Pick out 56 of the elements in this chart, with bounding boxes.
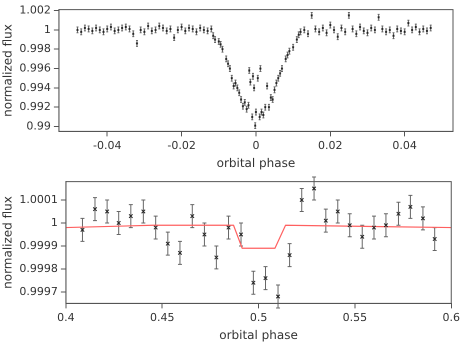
x-axis-title: orbital phase [219,328,298,342]
y-tick-label: 0.9997 [19,284,58,298]
y-tick-label: 0.998 [19,42,51,56]
point [166,241,170,246]
point [178,250,182,256]
x-axis-title: orbital phase [216,156,296,170]
point [347,222,352,228]
point [92,206,98,212]
y-tick-label: 1 [50,216,58,229]
y-tick-label: 0.996 [19,61,51,74]
x-tick-label: 0 [252,138,260,152]
point [432,236,437,242]
point [276,294,280,299]
y-tick-label: 0.99 [26,119,51,132]
y-tick-label: 0.994 [19,80,51,94]
x-tick-label: -0.04 [92,138,122,152]
y-tick-label: 1.0001 [19,192,58,206]
x-tick-label: 0.4 [57,310,75,324]
point [299,198,304,202]
point [153,225,158,230]
x-tick-label: 0.55 [342,310,368,324]
point [408,204,413,210]
y-tick-label: 0.9999 [19,238,58,252]
x-tick-label: -0.02 [167,138,196,152]
x-tick-label: 0.5 [250,310,268,324]
point [384,222,388,228]
point [238,232,244,237]
y-tick-label: 1.002 [19,3,51,16]
y-tick-label: 0.992 [19,100,51,114]
y-axis-title: normalized flux [0,196,14,289]
point [128,214,134,218]
point [372,225,376,230]
x-tick-label: 0.45 [150,310,174,324]
x-tick-label: 0.04 [392,138,417,152]
point [287,252,292,258]
y-tick-label: 1 [44,22,51,36]
point [226,225,231,230]
y-tick-label: 0.9998 [19,262,58,275]
point [214,255,219,260]
point [116,220,121,226]
point [202,232,207,237]
point [251,280,256,285]
y-axis-title: normalized flux [0,24,14,117]
point [324,218,328,223]
x-tick-label: 0.02 [318,138,343,152]
point [104,209,110,214]
point [80,228,85,232]
point [141,209,146,214]
point [190,214,195,218]
point [335,209,340,214]
point [360,234,364,240]
point [420,216,426,221]
x-tick-label: 0.6 [442,310,460,324]
point [312,186,316,191]
point [396,212,401,216]
point [263,276,268,280]
